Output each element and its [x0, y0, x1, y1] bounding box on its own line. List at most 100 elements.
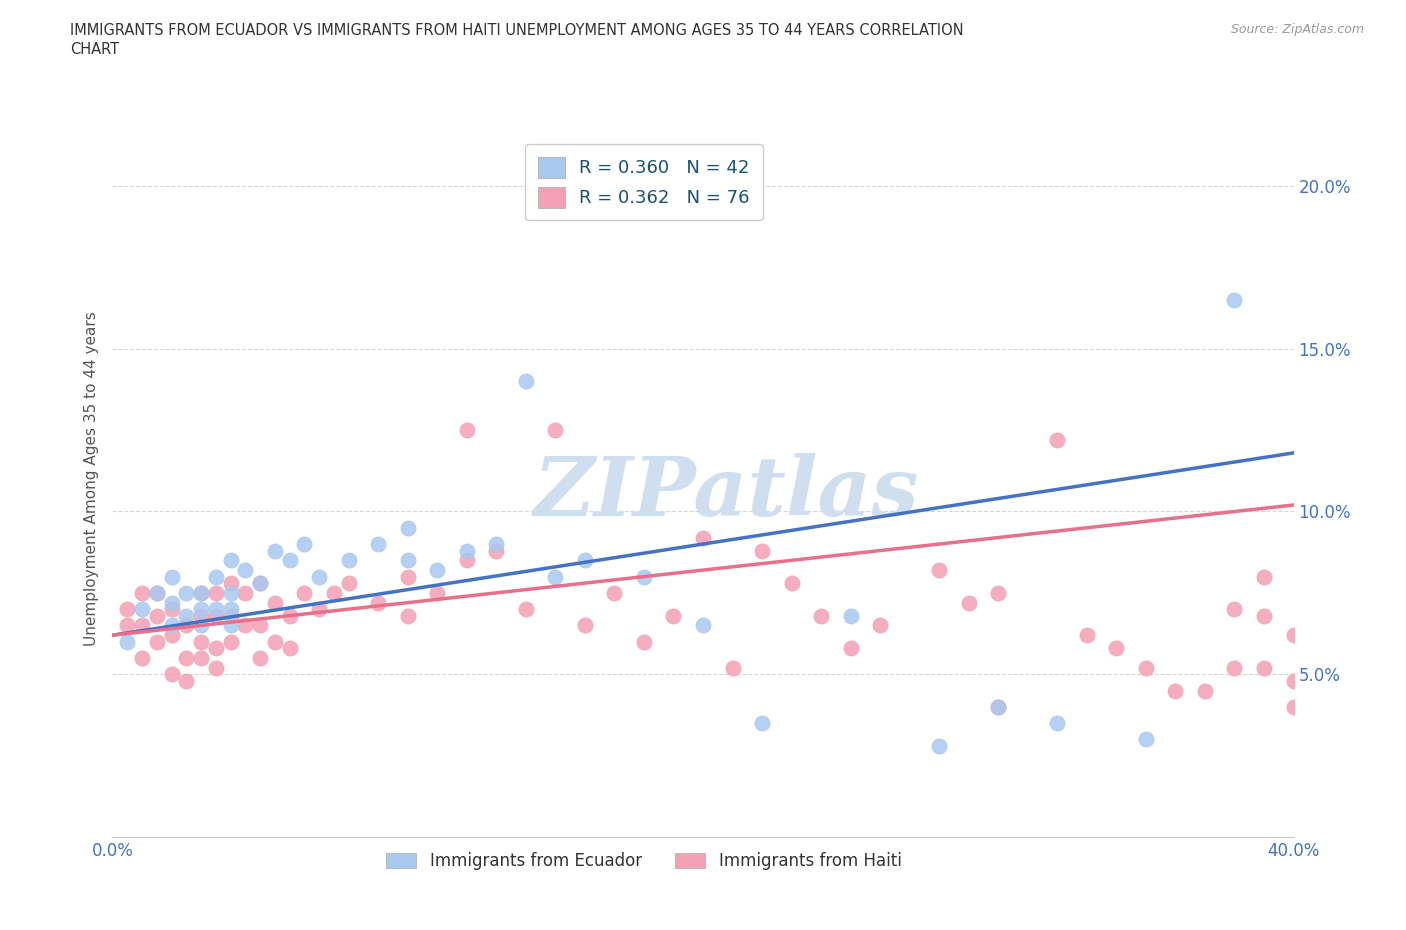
Point — [1253, 660, 1275, 675]
Point — [219, 586, 242, 601]
Point — [233, 586, 256, 601]
Point — [1282, 699, 1305, 714]
Point — [117, 634, 138, 649]
Point — [839, 641, 862, 656]
Point — [264, 595, 287, 610]
Point — [146, 586, 169, 601]
Point — [1164, 683, 1187, 698]
Point — [160, 595, 183, 610]
Point — [278, 552, 301, 567]
Point — [1135, 732, 1157, 747]
Point — [869, 618, 891, 633]
Point — [117, 618, 138, 633]
Point — [219, 552, 242, 567]
Point — [190, 602, 212, 617]
Point — [205, 641, 228, 656]
Point — [174, 651, 197, 666]
Legend: Immigrants from Ecuador, Immigrants from Haiti: Immigrants from Ecuador, Immigrants from… — [378, 844, 910, 879]
Point — [1223, 292, 1246, 307]
Point — [987, 699, 1010, 714]
Point — [190, 634, 212, 649]
Point — [308, 602, 330, 617]
Y-axis label: Unemployment Among Ages 35 to 44 years: Unemployment Among Ages 35 to 44 years — [83, 312, 98, 646]
Point — [131, 651, 153, 666]
Point — [426, 586, 449, 601]
Point — [1282, 673, 1305, 688]
Point — [337, 576, 360, 591]
Point — [1223, 660, 1246, 675]
Point — [292, 586, 315, 601]
Point — [1076, 628, 1098, 643]
Point — [633, 634, 655, 649]
Point — [1105, 641, 1128, 656]
Point — [174, 673, 197, 688]
Point — [146, 608, 169, 623]
Point — [692, 618, 714, 633]
Point — [1194, 683, 1216, 698]
Point — [160, 667, 183, 682]
Point — [367, 537, 389, 551]
Point — [190, 618, 212, 633]
Point — [233, 563, 256, 578]
Point — [456, 552, 478, 567]
Point — [174, 608, 197, 623]
Point — [987, 699, 1010, 714]
Point — [264, 634, 287, 649]
Point — [190, 651, 212, 666]
Point — [190, 586, 212, 601]
Point — [249, 576, 271, 591]
Point — [1253, 569, 1275, 584]
Text: IMMIGRANTS FROM ECUADOR VS IMMIGRANTS FROM HAITI UNEMPLOYMENT AMONG AGES 35 TO 4: IMMIGRANTS FROM ECUADOR VS IMMIGRANTS FR… — [70, 23, 965, 38]
Point — [957, 595, 980, 610]
Point — [515, 602, 537, 617]
Point — [456, 543, 478, 558]
Point — [160, 618, 183, 633]
Point — [633, 569, 655, 584]
Point — [278, 608, 301, 623]
Point — [205, 586, 228, 601]
Point — [117, 602, 138, 617]
Point — [249, 618, 271, 633]
Point — [160, 569, 183, 584]
Point — [190, 586, 212, 601]
Point — [233, 618, 256, 633]
Point — [249, 576, 271, 591]
Point — [751, 716, 773, 731]
Point — [751, 543, 773, 558]
Point — [396, 521, 419, 536]
Point — [810, 608, 832, 623]
Point — [337, 552, 360, 567]
Point — [1253, 608, 1275, 623]
Point — [323, 586, 346, 601]
Point — [219, 634, 242, 649]
Point — [219, 602, 242, 617]
Point — [146, 634, 169, 649]
Point — [603, 586, 626, 601]
Point — [721, 660, 744, 675]
Point — [131, 602, 153, 617]
Point — [396, 552, 419, 567]
Point — [987, 586, 1010, 601]
Point — [780, 576, 803, 591]
Point — [1046, 432, 1069, 447]
Point — [219, 618, 242, 633]
Point — [1046, 716, 1069, 731]
Point — [839, 608, 862, 623]
Point — [308, 569, 330, 584]
Point — [485, 537, 508, 551]
Point — [219, 576, 242, 591]
Point — [205, 569, 228, 584]
Point — [205, 602, 228, 617]
Text: Source: ZipAtlas.com: Source: ZipAtlas.com — [1230, 23, 1364, 36]
Point — [249, 651, 271, 666]
Point — [146, 586, 169, 601]
Point — [1135, 660, 1157, 675]
Point — [190, 608, 212, 623]
Point — [485, 543, 508, 558]
Point — [292, 537, 315, 551]
Point — [131, 586, 153, 601]
Point — [205, 660, 228, 675]
Point — [574, 552, 596, 567]
Point — [928, 563, 950, 578]
Point — [160, 602, 183, 617]
